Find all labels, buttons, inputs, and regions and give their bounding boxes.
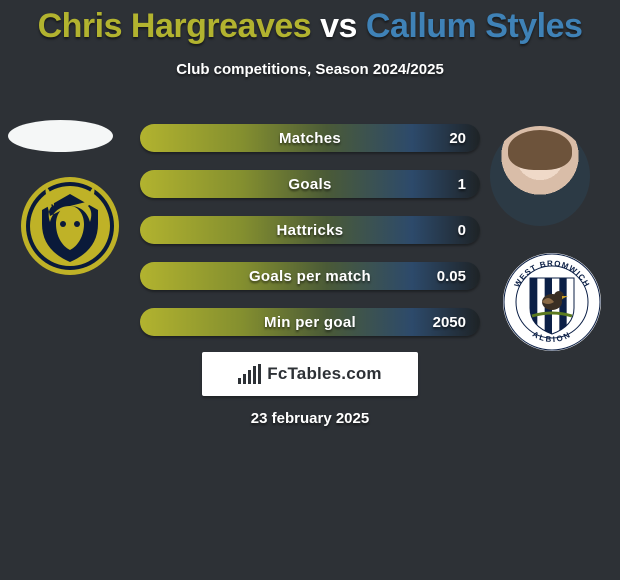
stat-label: Matches: [279, 130, 341, 147]
stat-value-player2: 2050: [433, 308, 466, 336]
player2-name: Callum Styles: [366, 7, 582, 45]
stat-value-player2: 0.05: [437, 262, 466, 290]
vs-label: vs: [320, 7, 357, 45]
stat-value-player2: 1: [458, 170, 466, 198]
stat-label: Min per goal: [264, 314, 356, 331]
player1-club-crest: [20, 176, 120, 276]
stats-list: Matches 20 Goals 1 Hattricks 0 Goals per match…: [140, 124, 480, 354]
west-brom-crest-icon: WEST BROMWICH ALBION: [502, 252, 602, 352]
player1-name: Chris Hargreaves: [38, 7, 312, 45]
stat-label: Goals: [288, 176, 331, 193]
brand-bars-icon: [238, 364, 261, 384]
stat-row: Goals 1: [140, 170, 480, 198]
page-title: Chris Hargreaves vs Callum Styles: [0, 8, 620, 45]
stat-value-player2: 20: [449, 124, 466, 152]
brand-box: FcTables.com: [202, 352, 418, 396]
player1-avatar-placeholder: [8, 120, 113, 152]
oxford-united-crest-icon: [20, 176, 120, 276]
date-text: 23 february 2025: [0, 410, 620, 427]
stat-row: Matches 20: [140, 124, 480, 152]
stat-value-player2: 0: [458, 216, 466, 244]
player2-avatar: [490, 126, 590, 226]
stat-row: Min per goal 2050: [140, 308, 480, 336]
player2-club-crest: WEST BROMWICH ALBION: [502, 252, 602, 352]
stat-label: Goals per match: [249, 268, 371, 285]
stat-row: Goals per match 0.05: [140, 262, 480, 290]
stat-label: Hattricks: [277, 222, 344, 239]
subtitle: Club competitions, Season 2024/2025: [0, 61, 620, 78]
brand-text: FcTables.com: [267, 364, 382, 384]
stat-row: Hattricks 0: [140, 216, 480, 244]
comparison-card: Chris Hargreaves vs Callum Styles Club c…: [0, 0, 620, 580]
